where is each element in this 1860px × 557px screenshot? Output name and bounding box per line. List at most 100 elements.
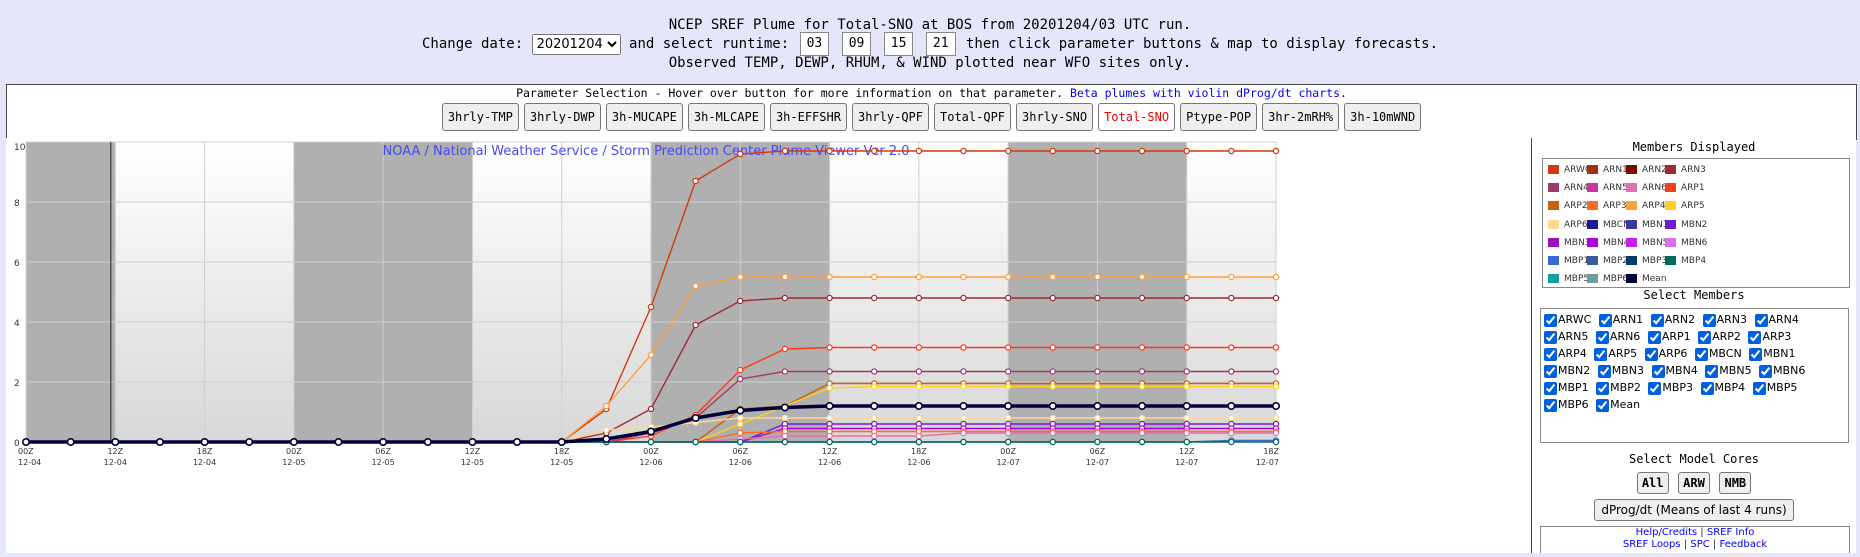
x-tick-hour: 12Z bbox=[1179, 447, 1195, 456]
param-button-3h-effshr[interactable]: 3h-EFFSHR bbox=[769, 103, 847, 131]
member-checkbox-arp2[interactable]: ARP2 bbox=[1698, 330, 1741, 344]
member-checkbox-arn2[interactable]: ARN2 bbox=[1650, 313, 1695, 327]
member-checkbox-input[interactable] bbox=[1596, 381, 1610, 395]
data-point-arn3 bbox=[781, 294, 789, 302]
member-checkbox-input[interactable] bbox=[1698, 330, 1712, 344]
data-point-mean bbox=[736, 406, 745, 415]
member-checkbox-mbp6[interactable]: MBP6 bbox=[1544, 398, 1589, 412]
member-checkbox-mbcn[interactable]: MBCN bbox=[1694, 347, 1742, 361]
param-button-3hrly-sno[interactable]: 3hrly-SNO bbox=[1016, 103, 1094, 131]
param-button-3hrly-tmp[interactable]: 3hrly-TMP bbox=[441, 103, 519, 131]
member-checkbox-input[interactable] bbox=[1748, 330, 1762, 344]
member-checkbox-input[interactable] bbox=[1700, 381, 1714, 395]
member-checkbox-mbp5[interactable]: MBP5 bbox=[1752, 381, 1797, 395]
data-point-arp5 bbox=[737, 420, 744, 428]
member-checkbox-arp5[interactable]: ARP5 bbox=[1594, 347, 1637, 361]
member-checkbox-input[interactable] bbox=[1705, 364, 1719, 378]
member-checkbox-arwc[interactable]: ARWC bbox=[1544, 313, 1591, 327]
runtime-21-button[interactable]: 21 bbox=[925, 32, 956, 56]
member-checkbox-input[interactable] bbox=[1702, 313, 1716, 327]
member-checkbox-input[interactable] bbox=[1749, 347, 1763, 361]
member-checkbox-arn3[interactable]: ARN3 bbox=[1702, 313, 1747, 327]
member-checkbox-arp4[interactable]: ARP4 bbox=[1544, 347, 1587, 361]
data-point-arn3 bbox=[870, 294, 878, 302]
data-point-arn6 bbox=[1004, 429, 1012, 437]
member-checkbox-mbn5[interactable]: MBN5 bbox=[1705, 364, 1752, 378]
param-button-total-sno[interactable]: Total-SNO bbox=[1098, 103, 1176, 131]
data-point-arn3 bbox=[1049, 294, 1057, 302]
runtime-15-button[interactable]: 15 bbox=[883, 32, 914, 56]
member-checkbox-arn1[interactable]: ARN1 bbox=[1598, 313, 1643, 327]
core-arw-button[interactable]: ARW bbox=[1678, 472, 1710, 494]
member-checkbox-mbp4[interactable]: MBP4 bbox=[1700, 381, 1745, 395]
member-checkbox-input[interactable] bbox=[1544, 330, 1557, 344]
member-checkbox-mbp1[interactable]: MBP1 bbox=[1544, 381, 1589, 395]
param-button-ptype-pop[interactable]: Ptype-POP bbox=[1180, 103, 1258, 131]
legend-swatch bbox=[1626, 256, 1637, 265]
member-checkbox-input[interactable] bbox=[1544, 381, 1557, 395]
x-tick-hour: 00Z bbox=[18, 447, 34, 456]
data-point-mean bbox=[245, 437, 254, 446]
run-selector-row: Change date: 20201204 and select runtime… bbox=[0, 32, 1860, 56]
sref-loops-link[interactable]: SREF Loops bbox=[1622, 539, 1681, 550]
member-checkbox-input[interactable] bbox=[1597, 364, 1611, 378]
member-checkbox-mbn1[interactable]: MBN1 bbox=[1749, 347, 1795, 361]
member-checkbox-arn6[interactable]: ARN6 bbox=[1595, 330, 1641, 344]
member-checkbox-arp6[interactable]: ARP6 bbox=[1644, 347, 1687, 361]
member-checkbox-arn5[interactable]: ARN5 bbox=[1544, 330, 1588, 344]
member-checkbox-arn4[interactable]: ARN4 bbox=[1754, 313, 1799, 327]
param-button-3hrly-qpf[interactable]: 3hrly-QPF bbox=[851, 103, 929, 131]
member-checkbox-input[interactable] bbox=[1544, 347, 1557, 361]
data-point-mean bbox=[334, 437, 343, 446]
select-members-title: Select Members bbox=[1643, 288, 1745, 302]
member-checkbox-input[interactable] bbox=[1594, 347, 1608, 361]
member-checkbox-mbn3[interactable]: MBN3 bbox=[1597, 364, 1644, 378]
legend-swatch bbox=[1665, 219, 1676, 229]
member-checkbox-label: ARN6 bbox=[1609, 330, 1641, 343]
feedback-link[interactable]: Feedback bbox=[1719, 539, 1768, 550]
member-checkbox-input[interactable] bbox=[1647, 330, 1661, 344]
member-checkbox-input[interactable] bbox=[1648, 381, 1662, 395]
member-checkbox-input[interactable] bbox=[1598, 313, 1612, 327]
member-checkbox-mbn6[interactable]: MBN6 bbox=[1759, 364, 1805, 378]
member-checkbox-input[interactable] bbox=[1752, 381, 1766, 395]
data-point-arwc bbox=[1004, 147, 1012, 155]
member-checkbox-input[interactable] bbox=[1544, 364, 1557, 378]
parameter-info: Parameter Selection - Hover over button … bbox=[7, 86, 1856, 100]
data-point-arn4 bbox=[960, 368, 967, 375]
param-button-3h-mucape[interactable]: 3h-MUCAPE bbox=[605, 103, 683, 131]
member-checkbox-input[interactable] bbox=[1596, 398, 1610, 412]
member-checkbox-input[interactable] bbox=[1694, 347, 1708, 361]
member-checkbox-input[interactable] bbox=[1544, 313, 1557, 327]
member-checkbox-input[interactable] bbox=[1754, 313, 1768, 327]
core-all-button[interactable]: All bbox=[1636, 472, 1669, 494]
beta-plumes-link[interactable]: Beta plumes with violin dProg/dt charts. bbox=[1069, 86, 1347, 100]
member-checkbox-mbn4[interactable]: MBN4 bbox=[1651, 364, 1698, 378]
member-checkbox-input[interactable] bbox=[1650, 313, 1664, 327]
member-checkbox-input[interactable] bbox=[1644, 347, 1658, 361]
param-button-total-qpf[interactable]: Total-QPF bbox=[934, 103, 1012, 131]
runtime-09-button[interactable]: 09 bbox=[841, 32, 872, 56]
member-checkbox-mbp2[interactable]: MBP2 bbox=[1596, 381, 1641, 395]
member-checkbox-mbn2[interactable]: MBN2 bbox=[1544, 364, 1590, 378]
member-checkbox-input[interactable] bbox=[1595, 330, 1609, 344]
member-checkbox-mbp3[interactable]: MBP3 bbox=[1648, 381, 1693, 395]
member-checkbox-input[interactable] bbox=[1759, 364, 1773, 378]
member-checkbox-arp1[interactable]: ARP1 bbox=[1647, 330, 1691, 344]
param-button-3h-10mwnd[interactable]: 3h-10mWND bbox=[1344, 103, 1422, 131]
member-checkbox-arp3[interactable]: ARP3 bbox=[1748, 330, 1791, 344]
param-button-3h-mlcape[interactable]: 3h-MLCAPE bbox=[687, 103, 765, 131]
sref-info-link[interactable]: SREF Info bbox=[1706, 527, 1755, 538]
param-button-3hr-2mrh-[interactable]: 3hr-2mRH% bbox=[1262, 103, 1340, 131]
help-credits-link[interactable]: Help/Credits bbox=[1635, 527, 1698, 538]
member-checkbox-input[interactable] bbox=[1651, 364, 1665, 378]
core-nmb-button[interactable]: NMB bbox=[1719, 472, 1752, 494]
member-checkbox-mean[interactable]: Mean bbox=[1596, 398, 1640, 412]
spc-link[interactable]: SPC bbox=[1690, 539, 1710, 550]
runtime-03-button[interactable]: 03 bbox=[799, 32, 830, 56]
member-checkbox-input[interactable] bbox=[1544, 398, 1557, 412]
legend-item: MBN1 bbox=[1626, 219, 1668, 230]
date-select[interactable]: 20201204 bbox=[531, 33, 621, 55]
dprog-dt-button[interactable]: dProg/dt (Means of last 4 runs) bbox=[1594, 499, 1794, 521]
param-button-3hrly-dwp[interactable]: 3hrly-DWP bbox=[523, 103, 601, 131]
